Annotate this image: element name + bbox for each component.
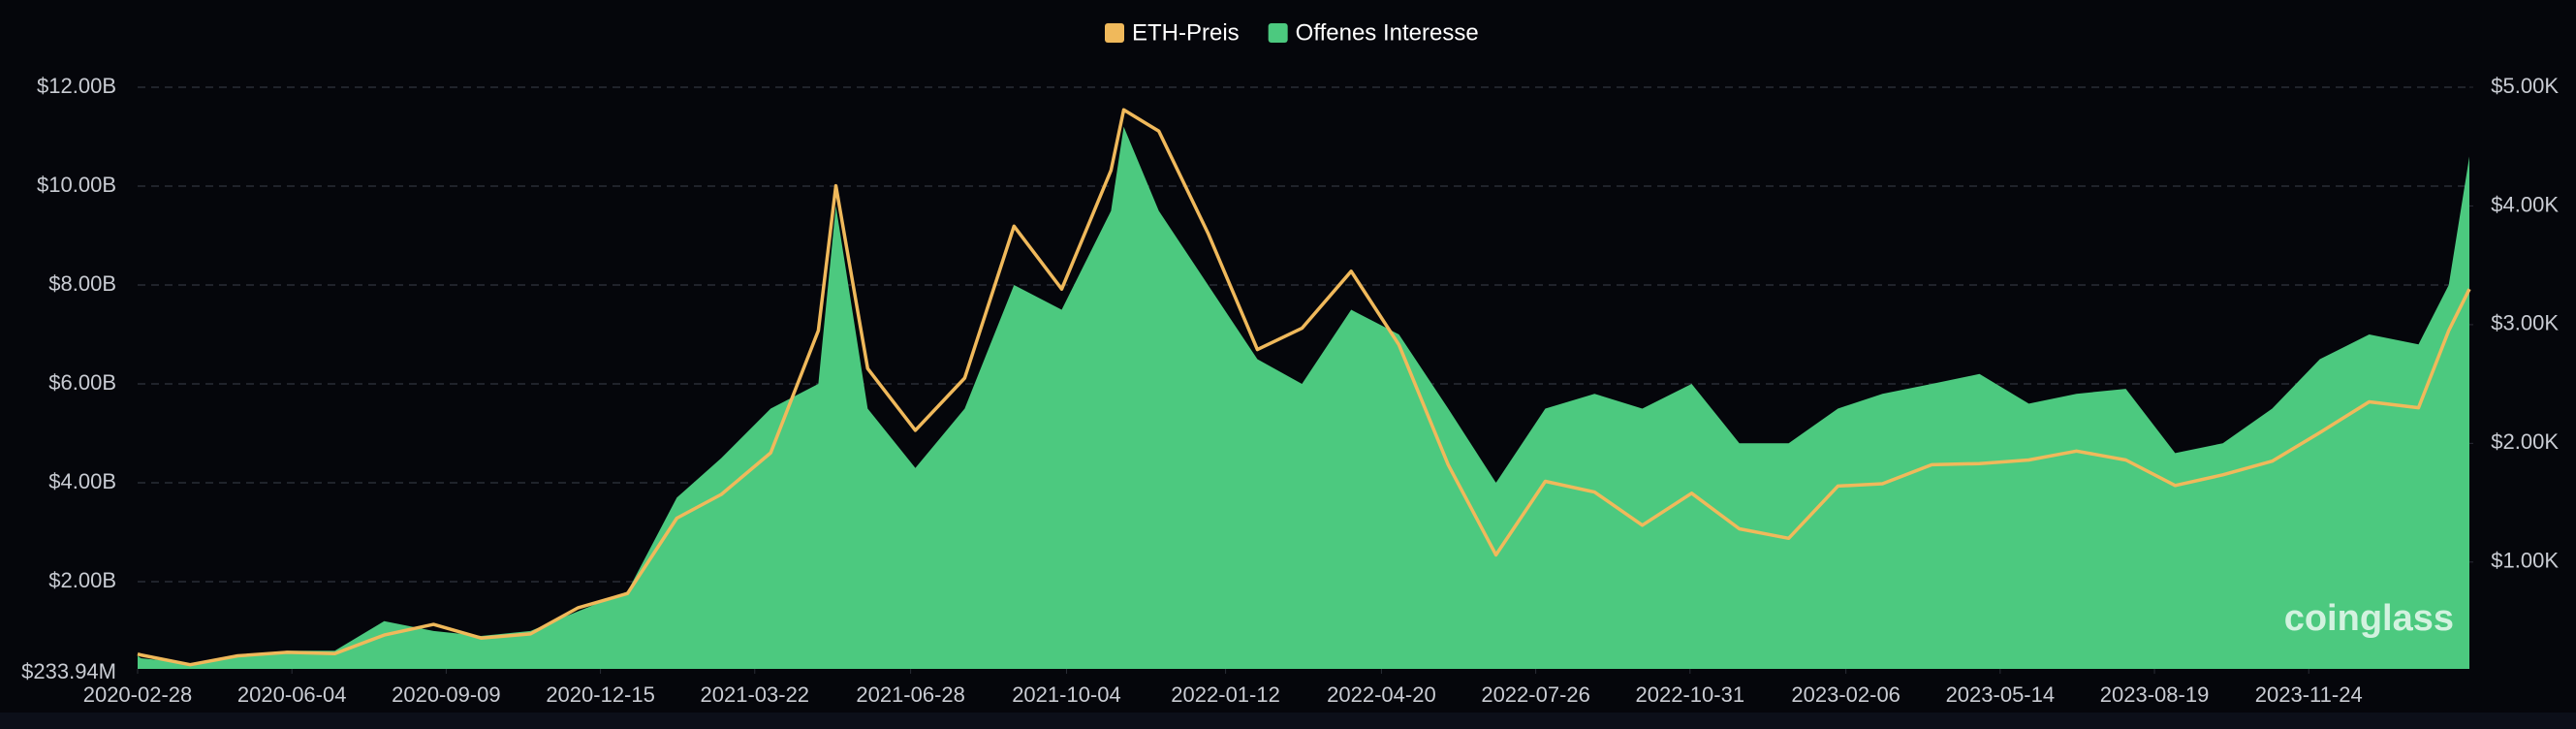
- legend: ETH-Preis Offenes Interesse: [1105, 19, 1479, 46]
- y-tick-label: $2.00B: [48, 568, 116, 592]
- legend-swatch: [1268, 23, 1288, 43]
- x-tick-label: 2020-12-15: [546, 682, 655, 707]
- y-tick-label: $233.94M: [21, 659, 116, 683]
- price-line: [137, 108, 2471, 667]
- x-tick-label: 2020-02-28: [83, 682, 193, 707]
- y-tick-label: $10.00B: [37, 173, 116, 197]
- legend-label: ETH-Preis: [1132, 19, 1240, 46]
- x-tick-label: 2021-03-22: [701, 682, 810, 707]
- x-tick-label: 2020-09-09: [392, 682, 501, 707]
- x-tick-label: 2023-11-24: [2255, 682, 2363, 707]
- y-tick-label: $6.00B: [48, 370, 116, 395]
- y2-tick-label: $5.00K: [2491, 74, 2559, 98]
- x-tick-label: 2023-05-14: [1946, 682, 2056, 707]
- legend-swatch: [1105, 23, 1124, 43]
- footer-bar: [0, 713, 2576, 729]
- x-tick-label: 2022-04-20: [1327, 682, 1436, 707]
- x-tick-label: 2023-02-06: [1791, 682, 1901, 707]
- y2-tick-label: $1.00K: [2491, 549, 2559, 573]
- watermark: coinglass: [2284, 598, 2454, 639]
- y-tick-label: $12.00B: [37, 74, 116, 98]
- open-interest-area: [138, 126, 2469, 670]
- y2-tick-label: $2.00K: [2491, 429, 2559, 454]
- x-tick-label: 2022-07-26: [1481, 682, 1590, 707]
- x-tick-label: 2021-10-04: [1012, 682, 1121, 707]
- legend-label: Offenes Interesse: [1296, 19, 1479, 46]
- y-tick-label: $4.00B: [48, 469, 116, 493]
- y2-tick-label: $3.00K: [2491, 311, 2559, 335]
- y2-tick-label: $4.00K: [2491, 192, 2559, 216]
- x-tick-label: 2022-10-31: [1636, 682, 1745, 707]
- x-tick-label: 2022-01-12: [1171, 682, 1280, 707]
- y-tick-label: $8.00B: [48, 271, 116, 296]
- x-tick-label: 2023-08-19: [2100, 682, 2210, 707]
- x-tick-label: 2020-06-04: [237, 682, 347, 707]
- x-tick-label: 2021-06-28: [856, 682, 965, 707]
